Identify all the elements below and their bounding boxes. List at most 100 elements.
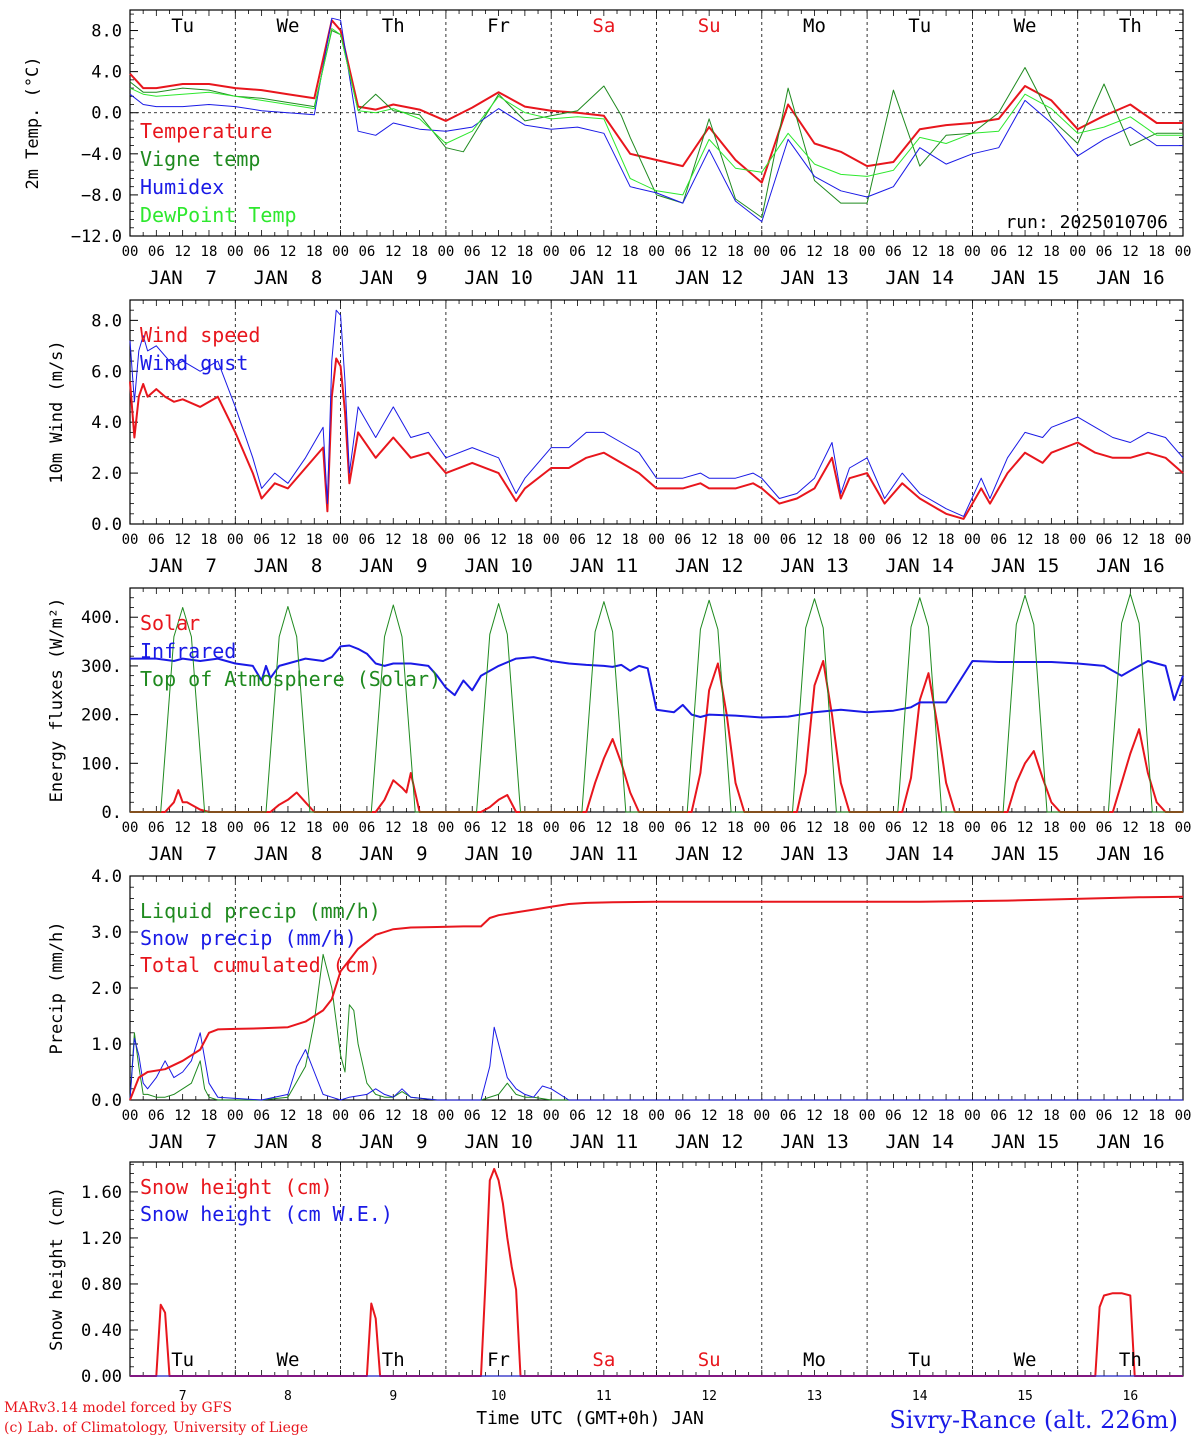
hour-tick-label: 06 bbox=[569, 532, 586, 548]
hour-tick-label: 12 bbox=[806, 820, 823, 836]
hour-tick-label: 18 bbox=[938, 1108, 955, 1124]
hour-tick-label: 00 bbox=[543, 532, 560, 548]
hour-tick-label: 18 bbox=[727, 1108, 744, 1124]
hour-tick-label: 06 bbox=[1096, 532, 1113, 548]
hour-tick-label: 00 bbox=[648, 532, 665, 548]
weekday-label: We bbox=[277, 15, 300, 37]
weekday-label: Fr bbox=[487, 1349, 510, 1371]
hour-tick-label: 00 bbox=[648, 820, 665, 836]
weekday-label: Tu bbox=[171, 15, 194, 37]
day-label: JAN 8 bbox=[254, 1131, 323, 1153]
legend-entry: Wind gust bbox=[140, 351, 248, 375]
hour-tick-label: 06 bbox=[990, 1108, 1007, 1124]
series-line-wind-speed bbox=[129, 357, 1184, 520]
hour-tick-label: 06 bbox=[990, 820, 1007, 836]
day-label: JAN 16 bbox=[1096, 555, 1165, 577]
hour-tick-label: 18 bbox=[832, 244, 849, 260]
hour-tick-label: 00 bbox=[859, 532, 876, 548]
hour-tick-label: 18 bbox=[411, 244, 428, 260]
hour-tick-label: 00 bbox=[227, 532, 244, 548]
day-label: JAN 14 bbox=[885, 1131, 954, 1153]
hour-tick-label: 00 bbox=[543, 1108, 560, 1124]
hour-tick-label: 06 bbox=[358, 1108, 375, 1124]
y-tick-label: −4.0 bbox=[81, 145, 122, 165]
series-line-temperature bbox=[129, 19, 1183, 184]
hour-tick-label: 00 bbox=[1175, 532, 1192, 548]
hour-tick-label: 12 bbox=[1122, 244, 1139, 260]
legend-entry: Snow height (cm W.E.) bbox=[140, 1202, 393, 1226]
hour-tick-label: 06 bbox=[885, 1108, 902, 1124]
hour-tick-label: 00 bbox=[332, 244, 349, 260]
day-label: JAN 10 bbox=[464, 555, 533, 577]
y-tick-label: 0.40 bbox=[81, 1321, 122, 1341]
hour-tick-label: 18 bbox=[201, 532, 218, 548]
hour-tick-label: 12 bbox=[174, 820, 191, 836]
day-label: JAN 9 bbox=[359, 555, 428, 577]
day-label: JAN 9 bbox=[359, 1131, 428, 1153]
day-number-label: 13 bbox=[807, 1389, 823, 1404]
hour-tick-label: 06 bbox=[464, 244, 481, 260]
day-label: JAN 14 bbox=[885, 555, 954, 577]
legend-entry: Snow height (cm) bbox=[140, 1175, 333, 1199]
hour-tick-label: 18 bbox=[1148, 1108, 1165, 1124]
weekday-label: Th bbox=[1119, 15, 1142, 37]
hour-tick-label: 06 bbox=[990, 532, 1007, 548]
hour-tick-label: 18 bbox=[411, 820, 428, 836]
hour-tick-label: 18 bbox=[832, 1108, 849, 1124]
hour-tick-label: 18 bbox=[516, 820, 533, 836]
day-label: JAN 11 bbox=[570, 1131, 639, 1153]
hour-tick-label: 12 bbox=[1017, 532, 1034, 548]
day-label: JAN 8 bbox=[254, 555, 323, 577]
panel-2: 0.0 2.0 4.0 6.0 8.0 10m Wind (m/s) Wind speed W… bbox=[47, 299, 1192, 577]
day-label: JAN 7 bbox=[148, 1131, 217, 1153]
day-label: JAN 16 bbox=[1096, 267, 1165, 289]
hour-tick-label: 18 bbox=[727, 820, 744, 836]
hour-tick-label: 06 bbox=[674, 1108, 691, 1124]
hour-tick-label: 12 bbox=[701, 532, 718, 548]
y-tick-label: −8.0 bbox=[81, 186, 122, 206]
meteogram-panels: −12.0 −8.0 −4.0 0.0 4.0 8.0 2m Temp. (°C) Tempe… bbox=[23, 9, 1192, 1404]
y-axis-label: Snow height (cm) bbox=[47, 1187, 67, 1351]
hour-tick-label: 06 bbox=[253, 1108, 270, 1124]
station-label: Sivry-Rance (alt. 226m) bbox=[889, 1406, 1178, 1434]
credit-line-1: MARv3.14 model forced by GFS bbox=[4, 1400, 232, 1416]
hour-tick-label: 00 bbox=[332, 820, 349, 836]
hour-tick-label: 06 bbox=[780, 244, 797, 260]
legend-entry: Vigne temp bbox=[140, 147, 260, 171]
hour-tick-label: 12 bbox=[911, 244, 928, 260]
hour-tick-label: 18 bbox=[1043, 532, 1060, 548]
y-axis-label: 2m Temp. (°C) bbox=[23, 56, 43, 189]
legend-entry: Liquid precip (mm/h) bbox=[140, 899, 381, 923]
weekday-label: Th bbox=[382, 1349, 405, 1371]
y-tick-label: 0.0 bbox=[91, 1091, 122, 1111]
hour-tick-label: 06 bbox=[358, 820, 375, 836]
panel-3: 0. 100. 200. 300. 400. Energy fluxes (W/m²) So… bbox=[47, 587, 1191, 865]
hour-tick-label: 00 bbox=[437, 1108, 454, 1124]
day-label: JAN 11 bbox=[570, 843, 639, 865]
hour-tick-label: 12 bbox=[1017, 1108, 1034, 1124]
hour-tick-label: 12 bbox=[701, 820, 718, 836]
day-number-label: 11 bbox=[596, 1389, 612, 1404]
hour-tick-label: 18 bbox=[516, 244, 533, 260]
hour-tick-label: 06 bbox=[885, 820, 902, 836]
day-label: JAN 15 bbox=[991, 267, 1060, 289]
hour-tick-label: 18 bbox=[306, 1108, 323, 1124]
hour-tick-label: 18 bbox=[1148, 820, 1165, 836]
hour-tick-label: 00 bbox=[122, 532, 139, 548]
day-label: JAN 11 bbox=[570, 267, 639, 289]
hour-tick-label: 18 bbox=[832, 820, 849, 836]
y-tick-label: −12.0 bbox=[71, 227, 122, 247]
hour-tick-label: 06 bbox=[885, 244, 902, 260]
y-tick-label: 1.0 bbox=[91, 1035, 122, 1055]
series-line-wind-gust bbox=[129, 309, 1184, 517]
hour-tick-label: 00 bbox=[543, 244, 560, 260]
series-line-humidex bbox=[129, 17, 1183, 223]
hour-tick-label: 00 bbox=[332, 532, 349, 548]
day-label: JAN 16 bbox=[1096, 1131, 1165, 1153]
day-number-label: 15 bbox=[1017, 1389, 1033, 1404]
weekday-label: We bbox=[277, 1349, 300, 1371]
hour-tick-label: 06 bbox=[1096, 820, 1113, 836]
hour-tick-label: 00 bbox=[1069, 244, 1086, 260]
hour-tick-label: 00 bbox=[859, 1108, 876, 1124]
